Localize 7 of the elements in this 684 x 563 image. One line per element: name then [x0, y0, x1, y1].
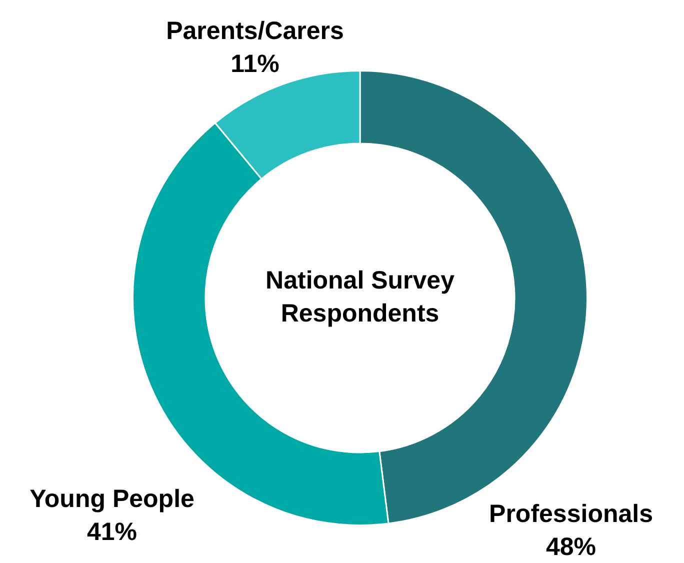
text: National Survey Respondents	[266, 266, 455, 328]
slice-label: Professionals	[489, 500, 653, 528]
slice-label: Parents/Carers	[166, 16, 344, 45]
data-label: 48%	[546, 532, 596, 561]
data-label: 11%	[230, 50, 280, 78]
slice-label: Young People	[30, 484, 194, 513]
data-label: 41%	[86, 518, 138, 546]
